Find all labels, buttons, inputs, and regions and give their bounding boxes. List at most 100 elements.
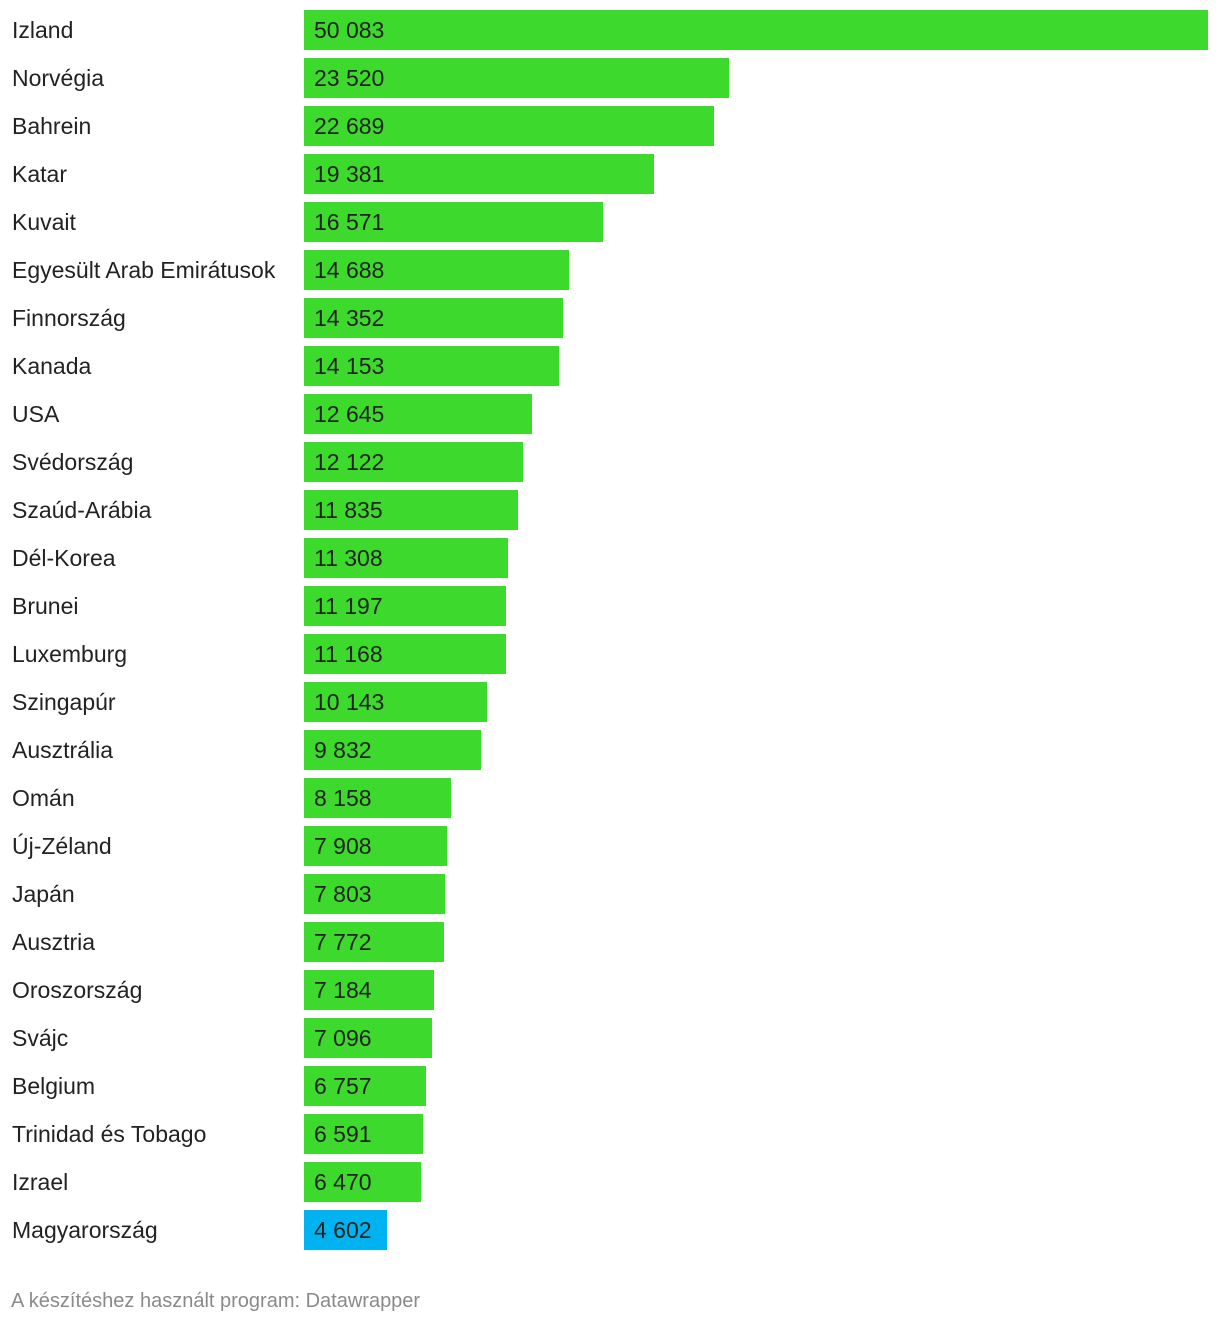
bar-value-label: 19 381 — [314, 161, 385, 187]
bar — [304, 970, 434, 1010]
bar — [304, 154, 654, 194]
bar-value-label: 11 168 — [314, 641, 383, 667]
bar — [304, 10, 1208, 50]
category-label: Svájc — [12, 1025, 69, 1051]
category-label: Bahrein — [12, 113, 92, 139]
bar-value-label: 22 689 — [314, 113, 385, 139]
category-label: Omán — [12, 785, 75, 811]
bar-row: Luxemburg 11 168 — [0, 634, 1220, 674]
bar — [304, 730, 481, 770]
bar-chart: Izland 50 083 Norvégia 23 520 Bahrein 22 689 K… — [0, 10, 1220, 1250]
bar-value-label: 4 602 — [314, 1217, 372, 1243]
bar-row: Belgium 6 757 — [0, 1066, 1220, 1106]
bar-row: Omán 8 158 — [0, 778, 1220, 818]
bar-value-label: 7 184 — [314, 977, 372, 1003]
bar — [304, 106, 714, 146]
bar — [304, 874, 445, 914]
bar-value-label: 7 908 — [314, 833, 372, 859]
bar-row: USA 12 645 — [0, 394, 1220, 434]
bar — [304, 1066, 426, 1106]
bar-value-label: 6 470 — [314, 1169, 372, 1195]
category-label: Egyesült Arab Emirátusok — [12, 257, 276, 283]
bar — [304, 202, 603, 242]
category-label: Norvégia — [12, 65, 105, 91]
category-label: Oroszország — [12, 977, 143, 1003]
bar-row: Oroszország 7 184 — [0, 970, 1220, 1010]
bar-value-label: 50 083 — [314, 17, 385, 43]
chart-credit: A készítéshez használt program: Datawrap… — [11, 1290, 421, 1312]
bar — [304, 298, 563, 338]
bar — [304, 1210, 387, 1250]
bar — [304, 250, 569, 290]
bar — [304, 682, 487, 722]
bar — [304, 538, 508, 578]
bar-value-label: 16 571 — [314, 209, 385, 235]
bar-row: Új-Zéland 7 908 — [0, 826, 1220, 866]
category-label: Finnország — [12, 305, 126, 331]
bar-value-label: 9 832 — [314, 737, 372, 763]
bar-row: Brunei 11 197 — [0, 586, 1220, 626]
bar — [304, 1018, 432, 1058]
category-label: Kuvait — [12, 209, 76, 235]
bar-row: Kanada 14 153 — [0, 346, 1220, 386]
bar-value-label: 11 197 — [314, 593, 383, 619]
category-label: Izrael — [12, 1169, 69, 1195]
bar-value-label: 7 096 — [314, 1025, 372, 1051]
category-label: Katar — [12, 161, 67, 187]
bar-row: Ausztria 7 772 — [0, 922, 1220, 962]
bar — [304, 346, 559, 386]
bar-row: Ausztrália 9 832 — [0, 730, 1220, 770]
bar-row: Dél-Korea 11 308 — [0, 538, 1220, 578]
bar — [304, 58, 729, 98]
bar-value-label: 12 645 — [314, 401, 385, 427]
category-label: Kanada — [12, 353, 92, 379]
bar-row: Svájc 7 096 — [0, 1018, 1220, 1058]
bar-value-label: 6 591 — [314, 1121, 372, 1147]
category-label: Ausztria — [12, 929, 96, 955]
bar — [304, 1114, 423, 1154]
bar-row: Szingapúr 10 143 — [0, 682, 1220, 722]
bar-row: Svédország 12 122 — [0, 442, 1220, 482]
category-label: Magyarország — [12, 1217, 158, 1243]
bar-value-label: 14 352 — [314, 305, 385, 331]
bar-value-label: 8 158 — [314, 785, 372, 811]
bar-value-label: 10 143 — [314, 689, 385, 715]
category-label: Svédország — [12, 449, 134, 475]
bar — [304, 1162, 421, 1202]
bar-row: Magyarország 4 602 — [0, 1210, 1220, 1250]
category-label: Új-Zéland — [12, 833, 112, 859]
bar-value-label: 6 757 — [314, 1073, 372, 1099]
bar-value-label: 7 803 — [314, 881, 372, 907]
category-label: Szingapúr — [12, 689, 116, 715]
bar-value-label: 14 688 — [314, 257, 385, 283]
bar-value-label: 11 835 — [314, 497, 383, 523]
bar — [304, 826, 447, 866]
bar-row: Izrael 6 470 — [0, 1162, 1220, 1202]
bar — [304, 922, 444, 962]
bar-row: Izland 50 083 — [0, 10, 1220, 50]
bar — [304, 394, 532, 434]
category-label: Dél-Korea — [12, 545, 116, 571]
bar-row: Japán 7 803 — [0, 874, 1220, 914]
bar — [304, 490, 518, 530]
category-label: Izland — [12, 17, 74, 43]
category-label: Brunei — [12, 593, 79, 619]
bar-row: Kuvait 16 571 — [0, 202, 1220, 242]
bar-row: Bahrein 22 689 — [0, 106, 1220, 146]
bar-row: Finnország 14 352 — [0, 298, 1220, 338]
category-label: Belgium — [12, 1073, 96, 1099]
bar-value-label: 12 122 — [314, 449, 385, 475]
bar — [304, 586, 506, 626]
category-label: USA — [12, 401, 60, 427]
bar-row: Egyesült Arab Emirátusok 14 688 — [0, 250, 1220, 290]
bar-row: Norvégia 23 520 — [0, 58, 1220, 98]
bar-row: Trinidad és Tobago 6 591 — [0, 1114, 1220, 1154]
bar-row: Szaúd-Arábia 11 835 — [0, 490, 1220, 530]
bar-value-label: 14 153 — [314, 353, 385, 379]
category-label: Luxemburg — [12, 641, 128, 667]
category-label: Japán — [12, 881, 75, 907]
bar-row: Katar 19 381 — [0, 154, 1220, 194]
bar-value-label: 11 308 — [314, 545, 383, 571]
bar — [304, 442, 523, 482]
bar — [304, 778, 451, 818]
